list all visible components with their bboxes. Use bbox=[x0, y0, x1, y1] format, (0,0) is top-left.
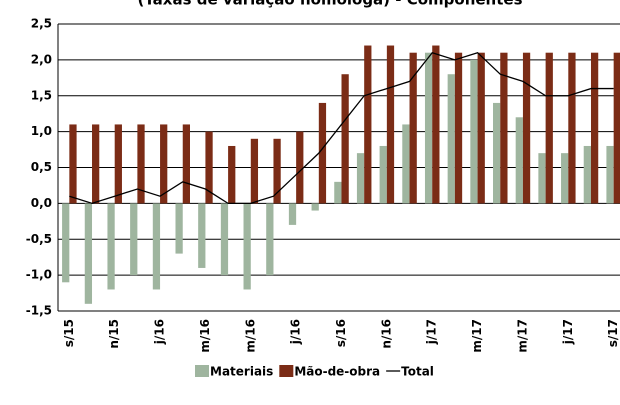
bar bbox=[92, 124, 100, 204]
bar bbox=[470, 59, 478, 204]
y-tick-label: -0,5 bbox=[26, 232, 52, 246]
bar bbox=[160, 124, 168, 204]
bar bbox=[379, 145, 387, 204]
bar bbox=[84, 203, 93, 304]
bar bbox=[228, 145, 236, 204]
bar bbox=[250, 138, 259, 204]
bar bbox=[447, 74, 455, 204]
bar bbox=[296, 131, 304, 204]
bar bbox=[266, 203, 274, 276]
bar bbox=[198, 203, 206, 268]
bar bbox=[500, 52, 508, 204]
bar bbox=[522, 52, 531, 204]
x-tick-label: m/17 bbox=[470, 319, 484, 353]
y-tick-label: -1,5 bbox=[26, 304, 52, 318]
x-tick-label: j/16 bbox=[289, 319, 303, 345]
bar bbox=[568, 52, 576, 204]
bar bbox=[545, 52, 553, 204]
bar bbox=[175, 203, 183, 254]
bar bbox=[62, 203, 70, 283]
x-tick-label: n/16 bbox=[379, 319, 393, 349]
x-tick-label: j/16 bbox=[153, 319, 167, 345]
bar bbox=[424, 52, 433, 204]
bar bbox=[538, 153, 546, 204]
y-tick-label: -1,0 bbox=[26, 268, 52, 282]
x-tick-label: m/16 bbox=[243, 319, 257, 353]
bar bbox=[432, 45, 440, 204]
x-tick-label: m/17 bbox=[515, 319, 529, 353]
y-tick-label: 0,0 bbox=[31, 196, 52, 210]
bar bbox=[334, 181, 342, 204]
bar bbox=[182, 124, 190, 204]
bar bbox=[454, 52, 463, 204]
x-tick-label: n/15 bbox=[107, 319, 121, 349]
legend-label: Total bbox=[401, 365, 434, 379]
y-tick-label: 2,5 bbox=[31, 17, 52, 31]
bar bbox=[386, 45, 395, 204]
y-tick-label: 0,5 bbox=[31, 160, 52, 174]
bar bbox=[493, 102, 501, 204]
bar bbox=[318, 102, 327, 204]
line bbox=[69, 51, 614, 205]
x-tick-label: s/16 bbox=[334, 319, 348, 347]
bar bbox=[288, 203, 297, 225]
bar bbox=[273, 138, 281, 204]
y-tick-label: 2,0 bbox=[31, 52, 52, 66]
bar bbox=[130, 203, 138, 276]
bar bbox=[205, 131, 213, 204]
bar bbox=[220, 203, 229, 276]
bar bbox=[341, 74, 349, 204]
bar bbox=[583, 145, 591, 204]
x-tick-label: s/17 bbox=[606, 319, 620, 347]
bar bbox=[477, 52, 485, 204]
bar bbox=[515, 117, 523, 204]
bar bbox=[137, 124, 145, 204]
bar bbox=[402, 124, 410, 204]
bar bbox=[364, 45, 372, 204]
bar bbox=[606, 145, 614, 204]
legend-label: Mão-de-obra bbox=[294, 365, 380, 379]
bar bbox=[114, 124, 122, 204]
legend-swatch bbox=[195, 365, 209, 377]
chart-title: (Taxas de variação homóloga) - Component… bbox=[138, 0, 523, 9]
x-tick-label: m/16 bbox=[198, 319, 212, 353]
bar bbox=[311, 203, 319, 211]
bar bbox=[243, 203, 251, 290]
legend-label: Materiais bbox=[210, 365, 273, 379]
bar bbox=[613, 52, 620, 204]
x-tick-label: j/17 bbox=[425, 319, 439, 345]
bar bbox=[152, 203, 161, 290]
y-tick-label: 1,5 bbox=[31, 88, 52, 102]
bar bbox=[590, 52, 599, 204]
bar bbox=[356, 153, 365, 204]
bar bbox=[69, 124, 77, 204]
bar bbox=[561, 153, 569, 204]
legend-swatch bbox=[279, 365, 294, 377]
bar bbox=[409, 52, 417, 204]
bar bbox=[107, 203, 115, 290]
x-tick-label: s/15 bbox=[62, 319, 76, 347]
x-tick-label: j/17 bbox=[561, 319, 575, 345]
y-tick-label: 1,0 bbox=[31, 124, 52, 138]
